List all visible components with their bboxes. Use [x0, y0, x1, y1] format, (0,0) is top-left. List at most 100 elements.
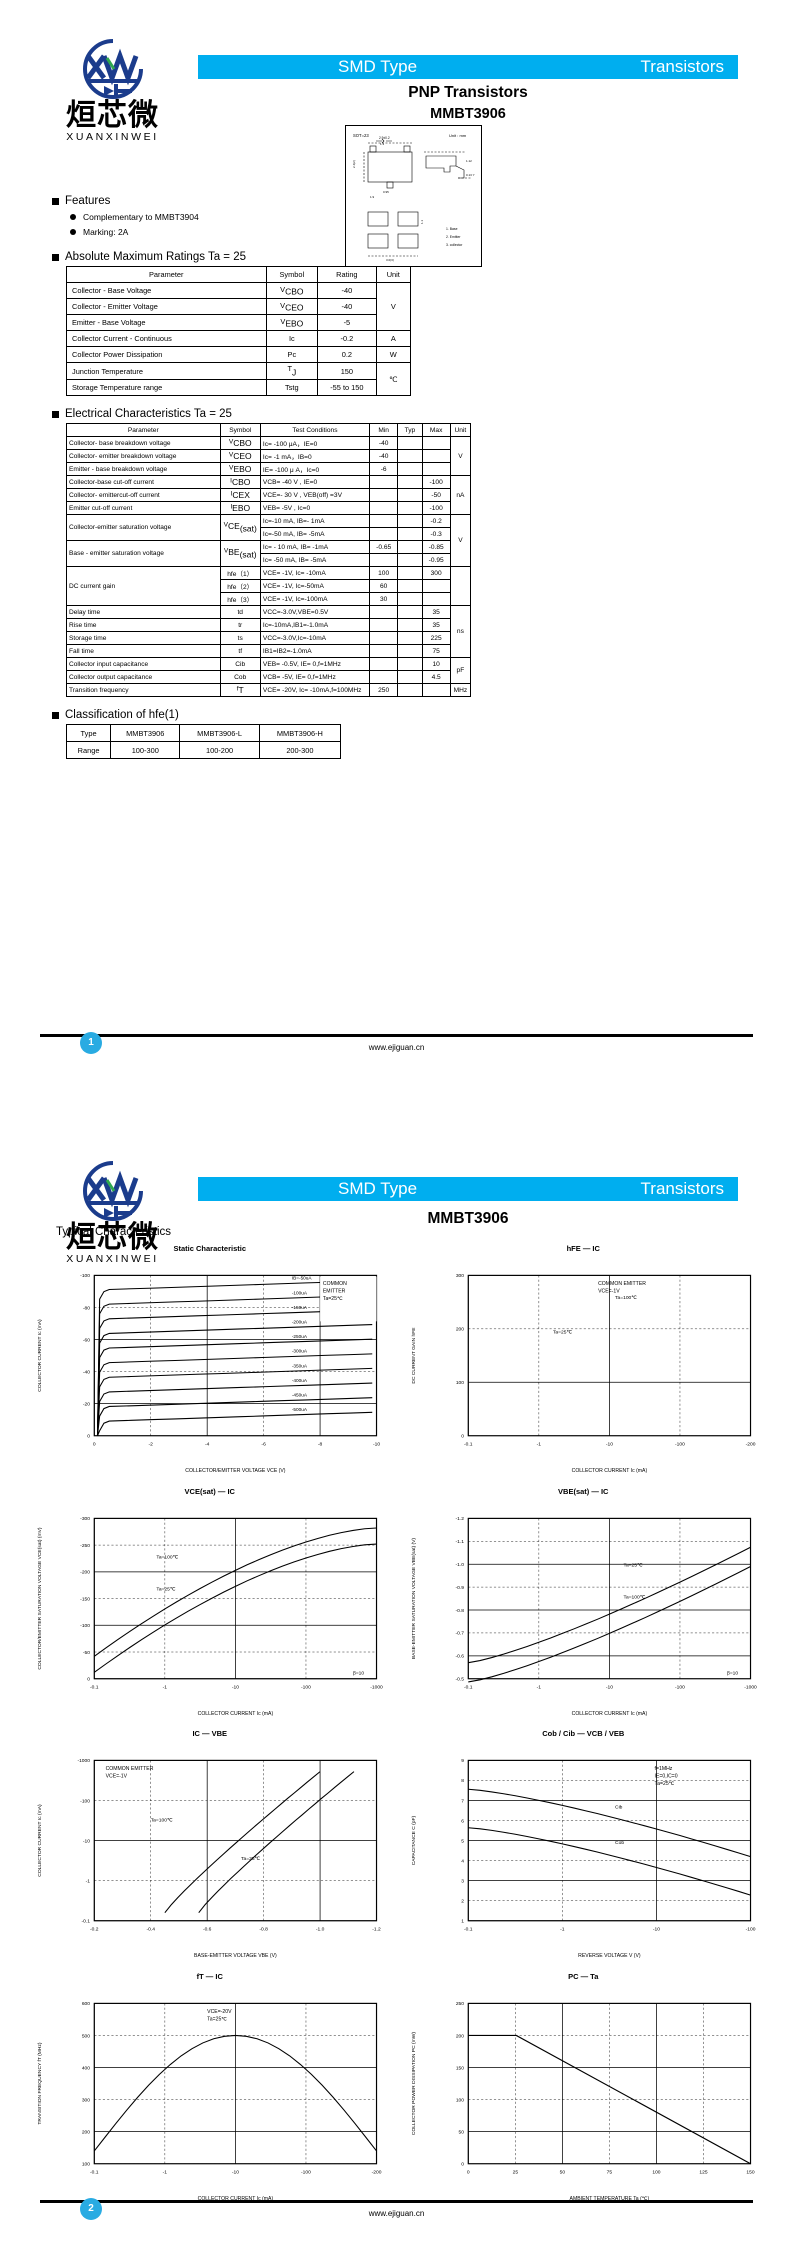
- svg-text:100: 100: [82, 2161, 90, 2167]
- table-row: Emitter - Base Voltage VEBO -5: [66, 314, 411, 331]
- svg-text:5: 5: [461, 1838, 464, 1844]
- svg-text:VCE=-1V: VCE=-1V: [598, 1288, 620, 1294]
- svg-text:VCE=-20V: VCE=-20V: [207, 2009, 232, 2015]
- rating-cell: 150: [317, 361, 377, 381]
- svg-text:-8: -8: [318, 1441, 323, 1447]
- typ-cell: [397, 566, 423, 581]
- test-conditions-cell: Ic=-50 mA, IB= -5mA: [259, 527, 371, 542]
- svg-text:-1: -1: [536, 1684, 541, 1690]
- column-header: Unit: [449, 423, 472, 438]
- max-cell: [421, 436, 451, 451]
- svg-text:BASE-EMITTER VOLTAGE VBE (: BASE-EMITTER VOLTAGE VBE (V): [194, 1953, 277, 1959]
- typ-cell: [397, 644, 423, 659]
- svg-text:Cob: Cob: [615, 1840, 624, 1846]
- svg-text:-10: -10: [232, 1684, 239, 1690]
- table-row: hfe（3） VCE= -1V, Ic=-100mA 30: [67, 592, 471, 607]
- logo-pinyin: XUANXINWEI: [66, 1253, 159, 1265]
- package-drawing: SOT=23 Unit : mm 2.9±0.2 1.3 2.4(2) 0.95…: [345, 125, 482, 267]
- svg-text:7: 7: [461, 1798, 464, 1804]
- svg-text:50: 50: [458, 2129, 464, 2135]
- typ-cell: [397, 657, 423, 672]
- svg-text:-10: -10: [605, 1684, 612, 1690]
- row-header: Type: [65, 724, 112, 743]
- svg-text:VCE=-1V: VCE=-1V: [106, 1773, 128, 1779]
- svg-text:-10: -10: [373, 1441, 380, 1447]
- column-header: Parameter: [66, 266, 267, 283]
- svg-text:-1.0: -1.0: [316, 1926, 325, 1932]
- svg-text:-1: -1: [560, 1926, 565, 1932]
- svg-text:Ta=25℃: Ta=25℃: [323, 1296, 343, 1302]
- bullet-square-icon: [52, 410, 59, 418]
- test-conditions-cell: VCE= -20V, Ic= -10mA,f=100MHz: [259, 683, 371, 698]
- table-row: Delay time td VCC=-3.0V,VBE=0.5V 35 ns: [66, 605, 472, 659]
- svg-text:β=10: β=10: [353, 1670, 364, 1676]
- column-header: Typ: [397, 423, 423, 438]
- svg-text:-1000: -1000: [744, 1684, 757, 1690]
- parameter-cell: Collector-base cut-off current: [66, 475, 221, 490]
- symbol-cell: VCEO: [265, 298, 319, 315]
- feature-item-label: Marking: 2A: [83, 227, 129, 237]
- bullet-dot-icon: [70, 229, 76, 235]
- footer-url[interactable]: www.ejiguan.cn: [368, 1043, 425, 1052]
- column-header: Max: [421, 423, 451, 438]
- svg-text:-1: -1: [163, 2169, 168, 2175]
- parameter-cell: Fall time: [66, 644, 221, 659]
- band-right-label: Transistors: [640, 1179, 724, 1198]
- svg-text:Ta=100℃: Ta=100℃: [156, 1554, 178, 1560]
- svg-text:2.9±0.2: 2.9±0.2: [379, 136, 390, 140]
- amr-heading: Absolute Maximum Ratings Ta = 25: [52, 251, 793, 263]
- table-row: Collector-emitter saturation voltage VCE(…: [66, 514, 472, 568]
- max-cell: -0.95: [421, 553, 451, 568]
- svg-text:Ta=100℃: Ta=100℃: [151, 1817, 173, 1823]
- svg-text:f=1MHz: f=1MHz: [654, 1766, 672, 1772]
- test-conditions-cell: VCB= -5V, IE= 0,f=1MHz: [259, 670, 371, 685]
- chart-title: fT — IC: [196, 1971, 223, 1981]
- min-cell: [369, 631, 399, 646]
- symbol-cell: hfe（2）: [219, 579, 261, 594]
- symbol-cell: hfe（1）: [219, 566, 261, 581]
- svg-text:-10: -10: [83, 1838, 90, 1844]
- chart-plot: -0.1 -1 -10 -100 -1000 -0.5 -0.6 -0.7 -0.8 -0.9 -1…: [410, 1516, 757, 1717]
- min-cell: 60: [369, 579, 399, 594]
- parameter-cell: Collector output capacitance: [66, 670, 221, 685]
- svg-text:2.4(2): 2.4(2): [352, 160, 356, 168]
- svg-text:Ta=100℃: Ta=100℃: [623, 1594, 645, 1600]
- svg-text:-20: -20: [83, 1401, 90, 1407]
- svg-text:-0.1: -0.1: [82, 1919, 91, 1925]
- cell: 100-200: [179, 741, 260, 760]
- max-cell: [421, 579, 451, 594]
- svg-text:75: 75: [606, 2169, 612, 2175]
- svg-text:0: 0: [87, 1676, 90, 1682]
- svg-text:Ta=100℃: Ta=100℃: [615, 1295, 637, 1301]
- max-cell: 35: [421, 605, 451, 620]
- symbol-cell: fT: [219, 683, 261, 698]
- footer-url[interactable]: www.ejiguan.cn: [368, 2209, 425, 2218]
- page-title: PNP Transistors: [408, 84, 528, 101]
- page-1: 烜芯微 XUANXINWEI SMD Type Transistors PNP …: [0, 0, 793, 1054]
- page-header: 烜芯微 XUANXINWEI SMD Type Transistors PNP …: [0, 0, 793, 143]
- svg-text:-0.8: -0.8: [259, 1926, 268, 1932]
- svg-text:-100: -100: [80, 1798, 90, 1804]
- unit-cell: W: [375, 346, 412, 363]
- typ-cell: [397, 670, 423, 685]
- svg-text:-1: -1: [163, 1684, 168, 1690]
- page-footer: www.ejiguan.cn 1: [40, 1032, 753, 1054]
- svg-text:-250uA: -250uA: [292, 1334, 308, 1339]
- svg-text:0: 0: [466, 2169, 469, 2175]
- svg-text:COLLECTOR CURRENT Ic (mA): COLLECTOR CURRENT Ic (mA): [198, 2196, 274, 2202]
- typical-characteristics-label: Typical Characteristics: [56, 1226, 172, 1238]
- svg-text:1.9: 1.9: [370, 195, 375, 199]
- table-row: Collector-base cut-off current ICBO VCB= -…: [66, 475, 472, 516]
- min-cell: [369, 553, 399, 568]
- pin-1-label: 1. Base: [446, 227, 458, 231]
- unit-cell: nA: [449, 475, 472, 516]
- svg-text:-0.7: -0.7: [455, 1630, 464, 1636]
- svg-text:-100: -100: [675, 1684, 685, 1690]
- rating-cell: -5: [317, 314, 377, 331]
- feature-item: Marking: 2A: [70, 227, 793, 237]
- typical-characteristics-heading: Typical Characteristics: [56, 1226, 793, 1238]
- typ-cell: [397, 540, 423, 555]
- test-conditions-cell: VCE= -1V, Ic=-100mA: [259, 592, 371, 607]
- svg-text:-0.2: -0.2: [90, 1926, 99, 1932]
- chart-3: VCE(sat) — IC -0.1 -1 -10 -100 -1000 0 -50 -100-…: [28, 1487, 392, 1722]
